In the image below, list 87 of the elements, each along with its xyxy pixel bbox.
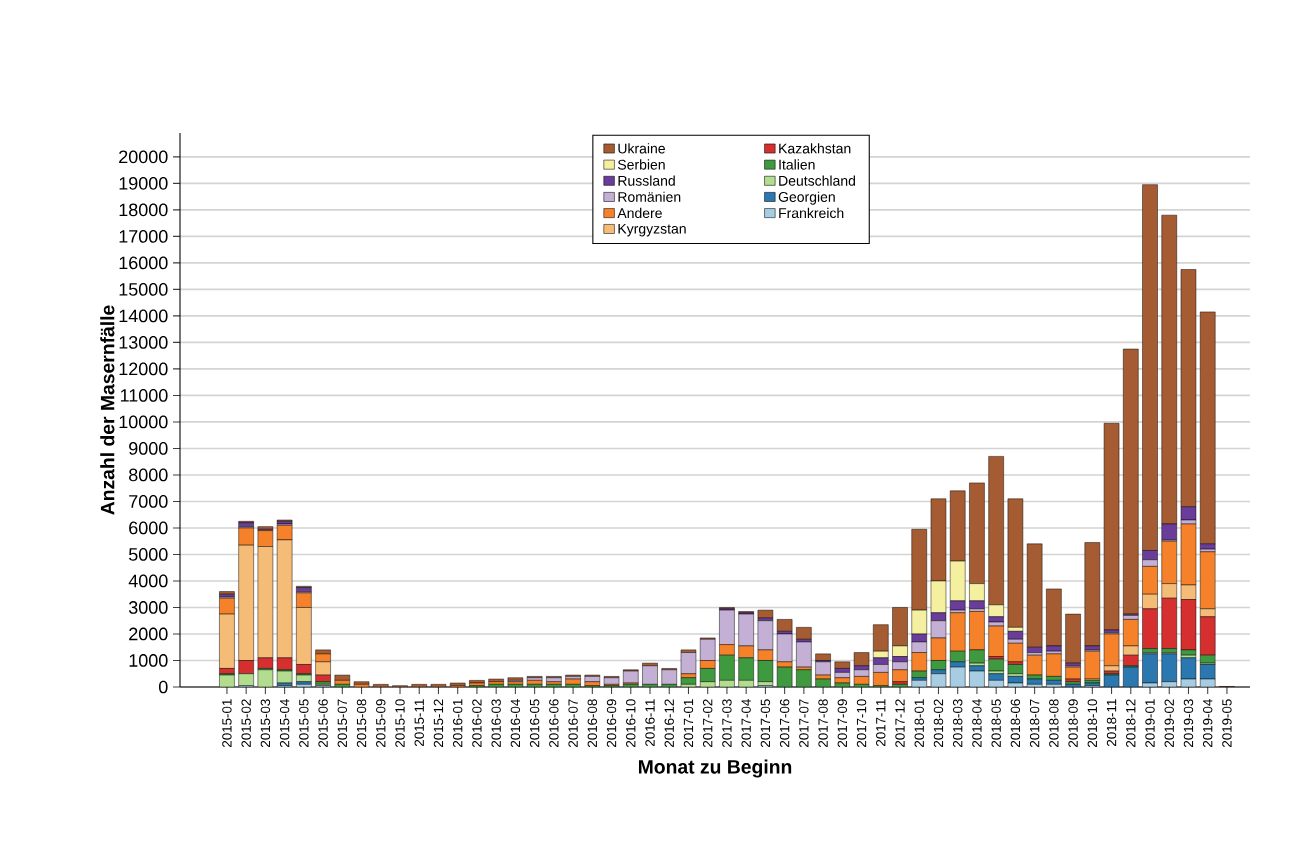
x-tick-label: 2018-12 [1126,699,1136,747]
x-tick-label: 2015-01 [222,699,232,747]
y-tick-label: 17000 [119,230,168,243]
x-tick-label: 2015-11 [414,699,424,746]
x-tick-label: 2015-02 [241,699,251,747]
x-tick-label: 2016-04 [510,699,521,747]
x-tick-label: 2015-08 [356,699,367,747]
legend-label: Romänien [618,191,681,202]
x-tick-label: 2017-11 [876,699,886,746]
x-tick-label: 2019-02 [1164,699,1174,747]
legend-label: Frankreich [779,207,844,219]
legend-label: Georgien [778,191,835,205]
x-tick-label: 2016-09 [606,699,617,747]
x-tick-label: 2016-06 [549,699,559,747]
legend-label: Deutschland [779,175,855,186]
x-tick-label: 2015-04 [279,699,290,747]
y-tick-label: 6000 [129,521,168,535]
y-tick-label: 12000 [119,362,168,376]
x-tick-label: 2018-02 [933,699,944,747]
y-axis-title: Anzahl der Masernfälle [100,305,115,515]
x-tick-label: 2017-07 [799,699,809,747]
y-tick-label: 19000 [119,176,168,190]
x-tick-label: 2016-02 [472,699,482,747]
y-tick-label: 10000 [119,415,168,429]
x-tick-label: 2018-06 [1010,699,1021,747]
x-tick-label: 2016-10 [626,699,636,747]
y-tick-label: 16000 [119,256,168,270]
x-tick-label: 2017-12 [895,699,905,747]
x-tick-label: 2015-09 [376,699,386,747]
y-tick-label: 14000 [119,309,168,323]
x-tick-label: 2019-05 [1222,699,1232,747]
x-tick-label: 2019-01 [1145,699,1155,747]
x-tick-label: 2019-04 [1202,699,1213,747]
legend-label: Italien [779,159,815,170]
x-tick-label: 2015-07 [337,699,348,747]
y-tick-label: 15000 [119,283,168,296]
x-tick-label: 2017-02 [702,699,713,747]
x-tick-label: 2018-07 [1029,699,1040,747]
y-tick-label: 0 [158,680,168,694]
legend-label: Serbien [617,159,665,170]
x-tick-label: 2015-05 [299,699,309,747]
x-tick-label: 2016-03 [491,699,501,747]
legend-label: Kazakhstan [779,143,851,154]
x-tick-label: 2016-12 [664,699,674,747]
x-tick-label: 2018-05 [991,699,1001,747]
x-tick-label: 2016-07 [568,699,578,747]
y-tick-label: 13000 [119,336,168,349]
legend-label: Russland [618,175,675,186]
y-tick-label: 5000 [128,548,168,561]
y-tick-label: 3000 [128,601,168,614]
x-tick-label: 2016-11 [645,699,655,746]
x-tick-label: 2018-03 [952,699,963,747]
y-tick-label: 20000 [119,150,168,164]
legend-label: Kyrgyzstan [618,223,686,237]
x-tick-label: 2017-08 [818,699,828,747]
y-tick-label: 18000 [119,203,168,217]
legend-label: Ukraine [618,143,665,154]
x-tick-label: 2015-06 [318,699,328,747]
x-tick-label: 2018-10 [1087,699,1098,747]
x-tick-label: 2017-09 [837,699,848,747]
x-tick-label: 2016-05 [529,699,540,747]
x-tick-label: 2016-08 [587,699,598,747]
x-tick-label: 2018-01 [914,699,924,747]
x-tick-label: 2015-03 [260,699,271,747]
x-tick-label: 2017-04 [741,699,751,747]
x-tick-label: 2016-01 [452,699,463,747]
y-tick-label: 11000 [120,389,168,402]
x-axis-title: Monat zu Beginn [638,759,792,778]
y-tick-label: 4000 [128,574,168,588]
x-tick-label: 2017-10 [856,699,867,747]
y-tick-label: 7000 [129,495,168,508]
y-tick-label: 8000 [129,468,168,482]
x-tick-label: 2018-09 [1068,699,1078,747]
x-tick-label: 2015-12 [433,699,444,747]
x-tick-label: 2018-08 [1049,699,1059,747]
x-tick-label: 2018-11 [1106,699,1117,746]
y-tick-label: 2000 [129,627,168,641]
x-tick-label: 2019-03 [1183,699,1194,747]
x-tick-label: 2018-04 [972,699,982,747]
x-tick-label: 2017-03 [722,699,732,747]
x-tick-label: 2015-10 [395,699,405,747]
x-tick-label: 2017-01 [683,699,694,747]
x-tick-label: 2017-05 [760,699,771,747]
legend-label: Andere [617,207,662,219]
x-tick-label: 2017-06 [779,699,790,747]
y-tick-label: 9000 [129,442,168,455]
y-tick-label: 1000 [129,654,168,667]
